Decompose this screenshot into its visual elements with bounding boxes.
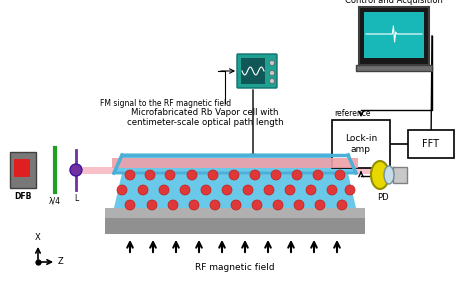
Circle shape <box>138 185 148 195</box>
Text: Control and Acquisition: Control and Acquisition <box>345 0 443 5</box>
Circle shape <box>270 71 274 76</box>
Circle shape <box>208 170 218 180</box>
Circle shape <box>273 200 283 210</box>
Circle shape <box>294 200 304 210</box>
Bar <box>393 167 407 183</box>
Text: Microfabricated Rb Vapor cell with
centimeter-scale optical path length: Microfabricated Rb Vapor cell with centi… <box>127 107 283 127</box>
Circle shape <box>337 200 347 210</box>
Circle shape <box>180 185 190 195</box>
Circle shape <box>315 200 325 210</box>
Circle shape <box>270 60 274 65</box>
Circle shape <box>165 170 175 180</box>
Text: Z: Z <box>58 258 64 266</box>
Circle shape <box>231 200 241 210</box>
Circle shape <box>147 200 157 210</box>
Circle shape <box>201 185 211 195</box>
Text: Lock-in
amp: Lock-in amp <box>345 134 377 154</box>
Ellipse shape <box>371 161 389 189</box>
Circle shape <box>264 185 274 195</box>
Circle shape <box>313 170 323 180</box>
Circle shape <box>70 164 82 176</box>
Text: FFT: FFT <box>422 139 439 149</box>
Circle shape <box>250 170 260 180</box>
FancyBboxPatch shape <box>237 54 277 88</box>
Circle shape <box>125 170 135 180</box>
Circle shape <box>306 185 316 195</box>
Circle shape <box>327 185 337 195</box>
Bar <box>241 58 265 84</box>
Circle shape <box>270 79 274 84</box>
Polygon shape <box>114 173 356 208</box>
Circle shape <box>243 185 253 195</box>
Circle shape <box>168 200 178 210</box>
Text: L: L <box>74 194 78 203</box>
Circle shape <box>159 185 169 195</box>
Circle shape <box>222 185 232 195</box>
Circle shape <box>292 170 302 180</box>
Text: DFB: DFB <box>14 192 32 201</box>
Circle shape <box>145 170 155 180</box>
Text: λ/4: λ/4 <box>49 196 61 205</box>
Circle shape <box>189 200 199 210</box>
Ellipse shape <box>384 166 394 184</box>
Circle shape <box>125 200 135 210</box>
Circle shape <box>285 185 295 195</box>
Text: reference: reference <box>334 109 371 118</box>
Bar <box>14 159 30 177</box>
Text: FM signal to the RF magnetic field: FM signal to the RF magnetic field <box>100 99 231 107</box>
Circle shape <box>187 170 197 180</box>
Text: PD: PD <box>377 193 389 202</box>
Bar <box>112 158 358 168</box>
Circle shape <box>335 170 345 180</box>
Text: RF magnetic field: RF magnetic field <box>195 263 275 272</box>
Circle shape <box>117 185 127 195</box>
Bar <box>332 120 390 168</box>
Circle shape <box>210 200 220 210</box>
Bar <box>364 12 424 58</box>
Bar <box>356 65 432 71</box>
Circle shape <box>345 185 355 195</box>
Text: X: X <box>35 233 41 242</box>
Bar <box>10 152 36 188</box>
FancyBboxPatch shape <box>359 7 429 65</box>
Bar <box>408 130 454 158</box>
Bar <box>105 216 365 234</box>
Polygon shape <box>114 155 356 173</box>
Bar <box>105 208 365 218</box>
Circle shape <box>229 170 239 180</box>
Circle shape <box>271 170 281 180</box>
Circle shape <box>252 200 262 210</box>
